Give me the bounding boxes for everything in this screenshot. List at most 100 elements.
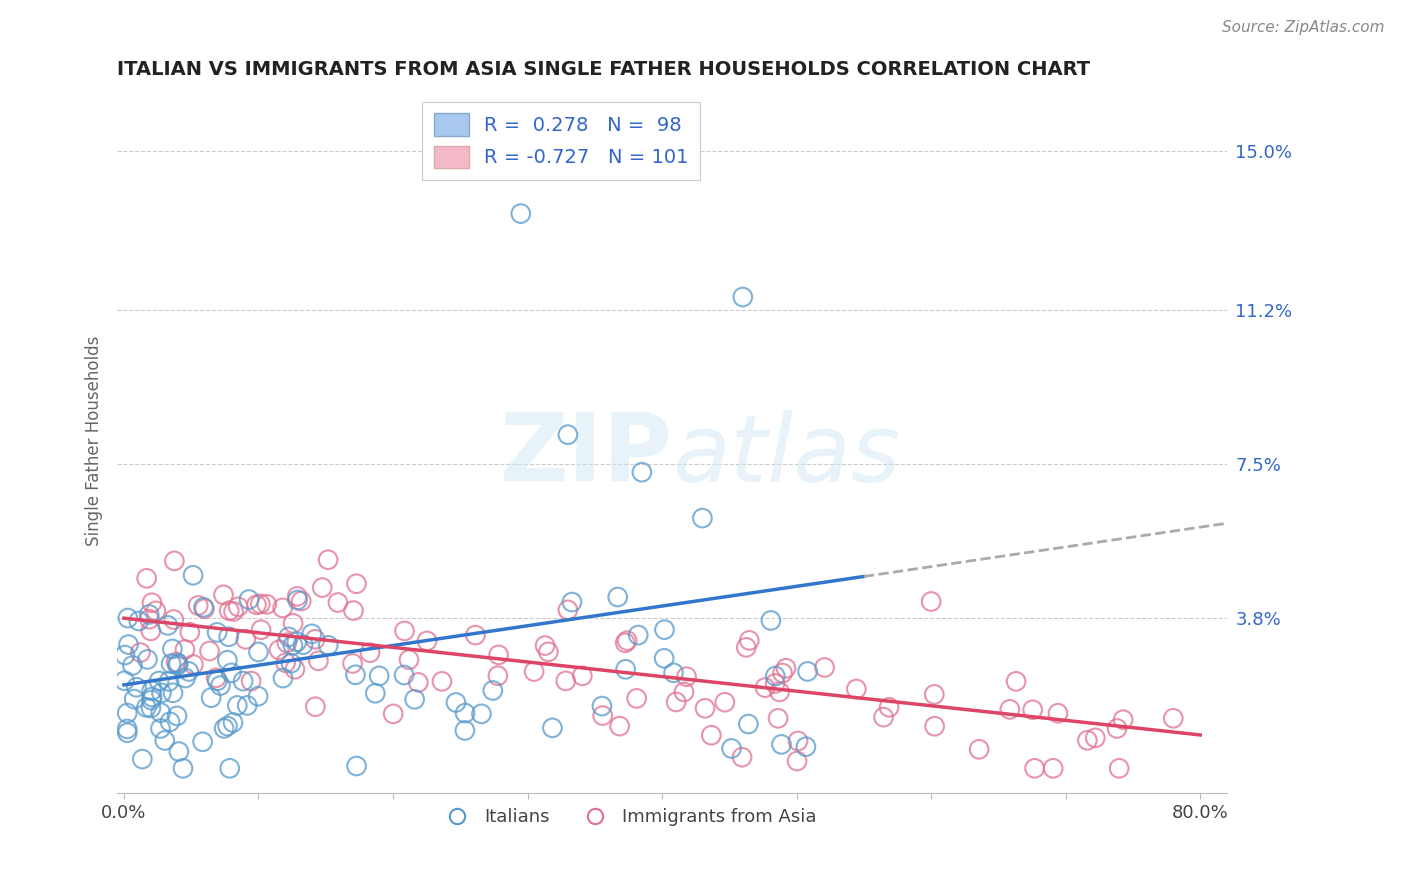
Text: Source: ZipAtlas.com: Source: ZipAtlas.com [1222,20,1385,35]
Point [174,642,197,657]
Point [967,742,990,756]
Point [218,630,240,644]
Point [488,648,510,662]
Point [166,709,188,723]
Point [1108,761,1130,775]
Point [235,632,257,647]
Point [368,669,391,683]
Point [627,628,650,642]
Point [486,669,509,683]
Point [205,671,228,685]
Point [172,761,194,775]
Point [1107,722,1129,736]
Point [404,692,426,706]
Point [609,719,631,733]
Point [165,655,187,669]
Point [217,719,239,733]
Point [149,722,172,736]
Point [672,685,695,699]
Text: ZIP: ZIP [499,409,672,501]
Point [162,686,184,700]
Point [304,699,326,714]
Point [226,599,249,614]
Point [772,666,794,681]
Point [245,598,267,612]
Point [115,722,138,736]
Point [117,638,139,652]
Point [145,604,167,618]
Point [276,636,298,650]
Point [138,612,160,626]
Point [924,687,946,701]
Point [606,590,628,604]
Point [731,290,754,304]
Y-axis label: Single Father Households: Single Father Households [86,335,103,546]
Point [141,596,163,610]
Point [775,661,797,675]
Point [444,696,467,710]
Point [157,674,180,689]
Point [281,616,304,631]
Point [665,695,688,709]
Point [285,590,308,604]
Point [408,675,430,690]
Point [1046,706,1069,721]
Point [166,658,188,673]
Point [616,633,638,648]
Point [509,206,531,220]
Point [714,695,737,709]
Point [285,634,308,648]
Point [845,681,868,696]
Point [877,700,900,714]
Point [121,658,143,673]
Point [924,719,946,733]
Point [796,665,818,679]
Point [738,633,761,648]
Point [174,671,197,685]
Point [198,644,221,658]
Point [763,669,786,683]
Point [304,632,326,647]
Point [1042,761,1064,775]
Point [153,733,176,747]
Point [561,595,583,609]
Point [763,676,786,690]
Point [136,652,159,666]
Point [920,594,942,608]
Point [193,600,215,615]
Point [250,623,273,637]
Point [523,665,546,679]
Point [787,734,810,748]
Point [342,604,364,618]
Point [768,685,790,699]
Point [277,630,299,644]
Point [167,745,190,759]
Point [392,668,415,682]
Point [212,722,235,736]
Point [131,752,153,766]
Point [346,759,368,773]
Point [693,701,716,715]
Point [238,592,260,607]
Point [141,683,163,698]
Point [398,653,420,667]
Point [794,739,817,754]
Point [759,614,782,628]
Point [290,594,312,608]
Point [141,693,163,707]
Point [737,717,759,731]
Point [193,601,215,615]
Point [191,735,214,749]
Point [454,723,477,738]
Point [482,683,505,698]
Point [205,625,228,640]
Point [541,721,564,735]
Point [813,660,835,674]
Point [247,690,270,704]
Point [720,741,742,756]
Point [221,665,243,680]
Point [346,576,368,591]
Point [534,639,557,653]
Point [240,674,263,689]
Point [307,654,329,668]
